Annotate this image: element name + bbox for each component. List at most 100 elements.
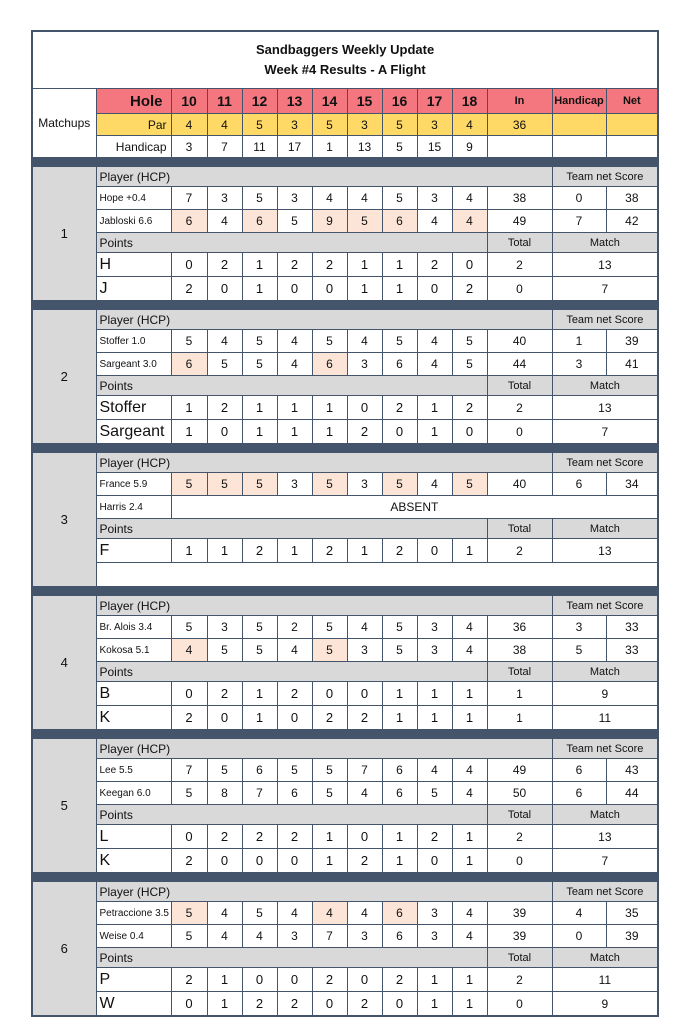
hole-points: 0 [346,824,383,849]
hole-score: 4 [276,352,313,376]
hole-number: 18 [451,88,488,114]
hole-number: 10 [170,88,208,114]
total-header: Total [486,661,553,682]
in-total: 44 [486,352,553,376]
hole-score: 7 [241,781,278,805]
hole-points: 0 [276,705,313,730]
par-in-total: 36 [486,113,553,136]
hole-score: 4 [451,781,488,805]
points-header-row: Points Total Match [32,375,659,396]
hole-points: 1 [241,252,278,277]
net-score: 39 [605,329,659,353]
net-header: Net [605,88,659,114]
hole-points: 1 [346,252,383,277]
player-hcp-header: Player (HCP) [95,881,553,902]
net-score: 42 [605,209,659,233]
hole-score: 5 [381,615,418,639]
hole-score: 6 [381,781,418,805]
match-points: 13 [551,252,659,277]
player-row: Harris 2.4 ABSENT [32,495,659,519]
hole-score: 8 [206,781,243,805]
total-header: Total [486,804,553,825]
hole-points: 1 [381,848,418,873]
hole-score: 6 [381,924,418,948]
match-points: 7 [551,848,659,873]
hole-score: 6 [311,352,348,376]
hole-score: 3 [346,638,383,662]
points-row [32,562,659,587]
match-points: 9 [551,681,659,706]
hole-score: 5 [311,638,348,662]
par-value: 3 [276,113,313,136]
hole-label: Hole [95,88,172,114]
points-header: Points [95,947,488,968]
points-row: K 2 0 1 0 2 2 1 1 1 1 11 [32,705,659,730]
player-handicap: 6 [551,472,607,496]
hole-points: 0 [206,705,243,730]
separator-band [31,157,659,167]
hole-points: 2 [346,705,383,730]
separator-band [31,443,659,453]
hole-score: 4 [206,901,243,925]
points-header-row: Points Total Match [32,232,659,253]
match-points: 13 [551,538,659,563]
hole-points: 1 [276,395,313,420]
matchup-number: 1 [31,166,97,301]
points-header: Points [95,232,488,253]
hole-points: 2 [170,967,208,992]
player-handicap: 5 [551,638,607,662]
hole-points: 1 [451,538,488,563]
player-hcp-header: Player (HCP) [95,452,553,473]
points-total: 2 [486,538,553,563]
hole-score: 6 [381,758,418,782]
hole-points: 2 [170,276,208,301]
hole-points: 1 [381,252,418,277]
hole-points: 0 [381,419,418,444]
hole-number: 11 [206,88,243,114]
par-row: Par 4 4 5 3 5 3 5 3 4 36 [32,113,659,136]
hole-points: 1 [276,419,313,444]
hole-points: 2 [346,419,383,444]
separator [31,300,659,310]
player-name: Petraccione 3.5 [95,901,172,925]
hole-score: 5 [170,615,208,639]
net-score: 34 [605,472,659,496]
hole-score: 4 [451,638,488,662]
hole-score: 7 [346,758,383,782]
player-hcp-header: Player (HCP) [95,309,553,330]
hole-points: 2 [241,538,278,563]
hole-points: 1 [416,991,453,1017]
hole-points: 0 [276,276,313,301]
points-header-row: Points Total Match [32,947,659,968]
hole-points: 1 [206,991,243,1017]
hole-score: 2 [276,615,313,639]
hole-points: 1 [206,967,243,992]
subtitle: Week #4 Results - A Flight [264,62,426,77]
hole-score: 3 [346,472,383,496]
hole-score: 4 [416,352,453,376]
total-header: Total [486,947,553,968]
hole-points: 0 [170,681,208,706]
match-points: 7 [551,276,659,301]
hole-points: 2 [206,252,243,277]
separator [31,872,659,882]
points-player: F [95,538,172,563]
hole-points: 1 [451,681,488,706]
points-player: B [95,681,172,706]
hole-points: 1 [416,419,453,444]
hole-score: 9 [311,209,348,233]
hole-score: 5 [206,638,243,662]
hole-handicap-value: 15 [416,135,453,158]
scorecard-table: Sandbaggers Weekly Update Week #4 Results… [31,30,660,1017]
hole-score: 4 [451,615,488,639]
total-header: Total [486,375,553,396]
player-handicap: 7 [551,209,607,233]
net-score: 39 [605,924,659,948]
hole-points: 2 [451,395,488,420]
hole-score: 3 [276,924,313,948]
player-row: Stoffer 1.0 5 4 5 4 5 4 5 4 5 40 1 39 [32,329,659,353]
hole-score: 7 [170,758,208,782]
net-score: 38 [605,186,659,210]
hole-points: 1 [241,681,278,706]
hole-points: 0 [276,967,313,992]
